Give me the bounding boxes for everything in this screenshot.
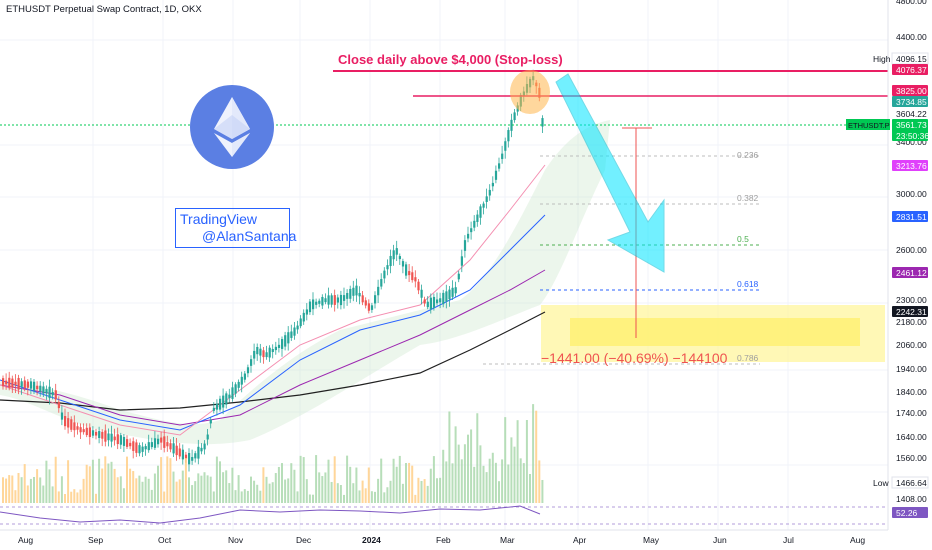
price-tick: 1740.00 (896, 408, 927, 418)
price-tick: 1940.00 (896, 364, 927, 374)
time-tick: Nov (228, 535, 244, 545)
badge-value: 2242.31 (896, 307, 927, 317)
time-tick: Sep (88, 535, 103, 545)
ma-pink (0, 164, 546, 436)
time-tick: Feb (436, 535, 451, 545)
fib-0236: 0.236 (737, 150, 759, 160)
time-tick: Apr (573, 535, 586, 545)
price-tick: 3400.00 (896, 137, 927, 147)
chart-title: ETHUSDT Perpetual Swap Contract, 1D, OKX (6, 4, 202, 15)
top-highlight (510, 70, 550, 114)
price-tick: 2300.00 (896, 295, 927, 305)
fib-0382: 0.382 (737, 193, 759, 203)
watermark-handle: @AlanSantana (202, 228, 297, 244)
badge-value: 3561.73 (896, 120, 927, 130)
badge-value: 2461.12 (896, 268, 927, 278)
badge-countdown: 23:50:36 (896, 131, 929, 141)
price-tick: 4800.00 (896, 0, 927, 6)
fib-0786: 0.786 (737, 353, 759, 363)
price-axis[interactable]: 4800.00 4400.00 3400.00 3000.00 2600.00 2300.… (896, 0, 927, 504)
stop-loss-label: Close daily above $4,000 (Stop-loss) (338, 52, 563, 67)
badge-value: 3213.76 (896, 161, 927, 171)
price-tick: 4400.00 (896, 32, 927, 42)
price-tick: 1560.00 (896, 453, 927, 463)
cloud (0, 120, 610, 445)
fib-05: 0.5 (737, 234, 749, 244)
price-tick: 1408.00 (896, 494, 927, 504)
symbol-badge: ETHUSDT.P (848, 121, 890, 130)
fib-0618: 0.618 (737, 279, 759, 289)
price-tick: 3000.00 (896, 189, 927, 199)
price-badges: High 4096.154076.373825.003734.853604.223… (846, 52, 929, 518)
badge-value: 3734.85 (896, 97, 927, 107)
time-tick: May (643, 535, 660, 545)
price-tick: 2180.00 (896, 317, 927, 327)
badge-label: Low (873, 478, 889, 488)
time-tick: Dec (296, 535, 312, 545)
watermark-box: TradingView @AlanSantana (175, 208, 297, 248)
time-tick: Oct (158, 535, 172, 545)
time-axis[interactable]: Aug Sep Oct Nov Dec 2024 Feb Mar Apr May Jun Jul Aug (18, 535, 865, 545)
badge-value: 4076.37 (896, 65, 927, 75)
volume-bars (2, 404, 544, 503)
badge-value: 4096.15 (896, 54, 927, 64)
badge-value: 2831.51 (896, 212, 927, 222)
time-tick: Aug (850, 535, 865, 545)
watermark-brand: TradingView (180, 211, 258, 227)
ma-blue (0, 214, 546, 431)
time-tick: Jul (783, 535, 794, 545)
ma-black (0, 311, 546, 411)
price-tick: 2060.00 (896, 340, 927, 350)
target-zone-inner (570, 318, 860, 346)
badge-value: 3825.00 (896, 86, 927, 96)
ma-purple (0, 269, 546, 426)
time-tick: Mar (500, 535, 515, 545)
price-tick: 1640.00 (896, 432, 927, 442)
badge-value: 3604.22 (896, 109, 927, 119)
price-tick: 1840.00 (896, 387, 927, 397)
measure-label: −1441.00 (−40.69%) −144100 (541, 350, 728, 366)
time-tick: Jun (713, 535, 727, 545)
badge-value: 52.26 (896, 508, 918, 518)
badge-label: High (873, 54, 891, 64)
ethereum-logo-icon (190, 85, 274, 169)
price-tick: 2600.00 (896, 245, 927, 255)
rsi-line (0, 505, 541, 524)
fib-labels: 0.236 0.382 0.5 0.618 0.786 (737, 150, 759, 363)
time-tick: Aug (18, 535, 33, 545)
time-tick: 2024 (362, 535, 381, 545)
badge-value: 1466.64 (896, 478, 927, 488)
down-arrow-icon (555, 73, 665, 273)
